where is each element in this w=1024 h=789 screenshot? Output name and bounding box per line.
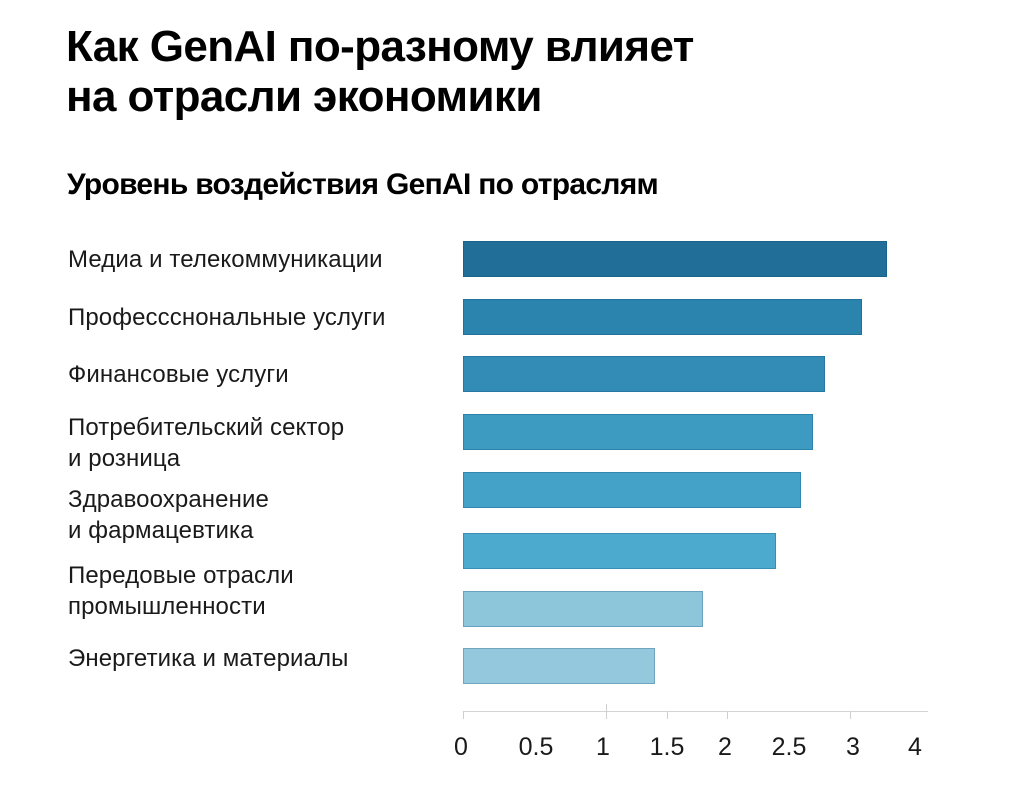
x-axis-tick (463, 711, 464, 719)
category-label-text: Передовые отрасли (68, 562, 294, 589)
category-label-text: Потребительский сектор (68, 414, 345, 441)
category-label-text: Здравоохранение (68, 486, 269, 513)
x-tick-label: 1 (596, 733, 610, 761)
category-label-text: и розница (68, 445, 181, 472)
category-label-consumer: Потребительский сектор и розница (68, 412, 344, 474)
x-axis-tick (850, 711, 851, 719)
bar-consumer (463, 414, 813, 450)
chart-title-line-1: Как GenAI по-разному влияет (66, 22, 694, 71)
chart-title: Как GenAI по-разному влияет на отрасли э… (66, 22, 966, 122)
x-tick-label: 0 (454, 733, 468, 761)
x-axis-tick (606, 704, 607, 719)
category-label-professional: Профессснональные услуги (68, 302, 386, 333)
bar-energy (463, 591, 703, 627)
category-label-text: Финансовые услуги (68, 361, 289, 388)
category-label-text: Энергетика и материалы (68, 645, 349, 672)
x-tick-label: 0.5 (518, 733, 554, 761)
x-axis-tick (727, 711, 728, 719)
category-label-text: промышленности (68, 593, 266, 620)
bar-advanced-industries (463, 533, 776, 569)
x-tick-label: 2.5 (771, 733, 807, 761)
category-label-text: Профессснональные услуги (68, 304, 386, 331)
category-label-text: Медиа и телекоммуникации (68, 246, 383, 273)
category-label-text: и фармацевтика (68, 517, 254, 544)
category-label-media: Медиа и телекоммуникации (68, 244, 383, 275)
chart-subtitle: Уровень воздействия GeпAI по отраслям (67, 168, 659, 201)
x-tick-label: 3 (846, 733, 860, 761)
category-label-healthcare: Здравоохранение и фармацевтика (68, 484, 269, 546)
x-axis-line (463, 711, 928, 712)
bar-healthcare (463, 472, 801, 508)
x-axis-tick (667, 711, 668, 719)
category-label-finance: Финансовые услуги (68, 359, 289, 390)
x-tick-label: 4 (908, 733, 922, 761)
bar-media (463, 241, 887, 277)
category-label-advanced-industries: Передовые отрасли промышленности (68, 560, 294, 622)
x-tick-label: 1.5 (649, 733, 685, 761)
bar-extra (463, 648, 655, 684)
bar-finance (463, 356, 825, 392)
x-tick-label: 2 (718, 733, 732, 761)
chart-title-line-2: на отрасли экономики (66, 72, 542, 121)
category-label-energy: Энергетика и материалы (68, 643, 348, 674)
bar-professional (463, 299, 862, 335)
